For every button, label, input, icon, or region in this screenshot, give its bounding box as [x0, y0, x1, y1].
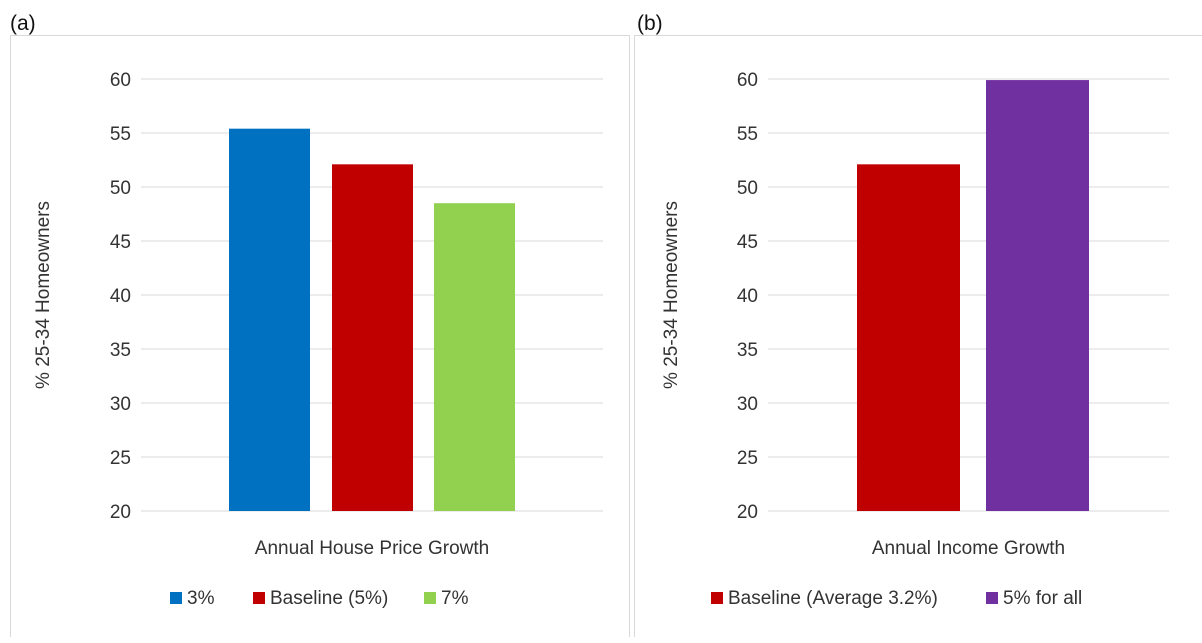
panel-a-label: (a) [10, 12, 36, 35]
chart-panel-a: 20 25 30 35 40 45 50 55 60 % 25-34 Homeowners Annu… [10, 35, 630, 637]
legend-label: 5% for all [1003, 588, 1082, 609]
chart-b-svg: 20 25 30 35 40 45 50 55 60 % 25-34 Homeowners Annu… [661, 70, 1169, 609]
legend-label: 7% [441, 588, 469, 609]
y-tick-label: 50 [737, 178, 758, 199]
y-tick-label: 30 [737, 394, 758, 415]
legend-swatch [711, 592, 723, 604]
legend-swatch [253, 592, 265, 604]
bar-baseline-average-3-2 [857, 164, 960, 511]
bar-3 [229, 128, 310, 511]
y-tick-label: 50 [110, 178, 131, 199]
x-axis-label: Annual House Price Growth [255, 538, 489, 559]
y-tick-label: 20 [737, 502, 758, 523]
y-tick-label: 55 [737, 124, 758, 145]
y-tick-label: 60 [110, 70, 131, 91]
legend-swatch [170, 592, 182, 604]
legend-swatch [424, 592, 436, 604]
y-tick-label: 35 [737, 340, 758, 361]
y-axis-label: % 25-34 Homeowners [661, 201, 682, 389]
legend-label: Baseline (5%) [270, 588, 388, 609]
y-tick-label: 55 [110, 124, 131, 145]
bar-5-for-all [986, 80, 1089, 511]
legend-label: Baseline (Average 3.2%) [728, 588, 938, 609]
y-axis-label: % 25-34 Homeowners [33, 201, 54, 389]
legend-label: 3% [187, 588, 215, 609]
bar-baseline-5 [332, 164, 413, 511]
panel-b-label: (b) [637, 12, 663, 35]
y-tick-label: 35 [110, 340, 131, 361]
y-tick-label: 40 [110, 286, 131, 307]
y-tick-label: 25 [110, 448, 131, 469]
chart-a-svg: 20 25 30 35 40 45 50 55 60 % 25-34 Homeowners Annu… [33, 70, 603, 609]
chart-panel-b: 20 25 30 35 40 45 50 55 60 % 25-34 Homeowners Annu… [634, 35, 1202, 637]
y-tick-label: 45 [737, 232, 758, 253]
y-tick-label: 20 [110, 502, 131, 523]
bar-7 [434, 203, 515, 511]
y-tick-label: 30 [110, 394, 131, 415]
y-tick-label: 45 [110, 232, 131, 253]
x-axis-label: Annual Income Growth [872, 538, 1065, 559]
y-tick-label: 60 [737, 70, 758, 91]
y-tick-label: 25 [737, 448, 758, 469]
y-tick-label: 40 [737, 286, 758, 307]
legend-swatch [986, 592, 998, 604]
